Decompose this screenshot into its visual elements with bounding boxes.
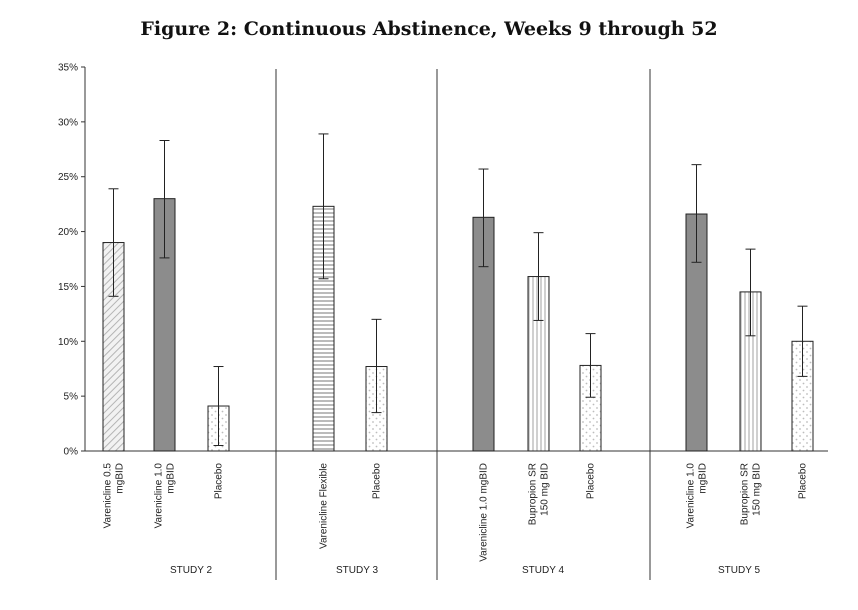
study-label: STUDY 3	[336, 565, 378, 576]
category-label: Bupropion SR	[740, 463, 751, 525]
y-tick-label: 0%	[64, 447, 79, 458]
category-label: Varenicline 1.0	[154, 463, 165, 529]
y-tick-label: 5%	[64, 392, 79, 403]
category-label: 150 mg BID	[540, 463, 551, 516]
category-label: Placebo	[372, 463, 383, 500]
category-label: Placebo	[214, 463, 225, 500]
category-label: 150 mg BID	[752, 463, 763, 516]
axes: 0% 5% 10% 15% 20% 25% 30% 35%	[58, 63, 828, 580]
category-label: Varenicline 0.5	[103, 463, 114, 529]
y-tick-label: 25%	[58, 172, 78, 183]
study-label: STUDY 5	[718, 565, 760, 576]
y-tick-label: 10%	[58, 337, 78, 348]
y-tick-label: 20%	[58, 227, 78, 238]
category-label: Placebo	[586, 463, 597, 500]
study-label: STUDY 4	[522, 565, 564, 576]
category-label: Bupropion SR	[528, 463, 539, 525]
y-tick-label: 35%	[58, 63, 78, 74]
category-label: Placebo	[798, 463, 809, 500]
chart-title: Figure 2: Continuous Abstinence, Weeks 9…	[140, 18, 718, 40]
category-label: mgBID	[115, 463, 126, 494]
study-label: STUDY 2	[170, 565, 212, 576]
y-tick-label: 15%	[58, 282, 78, 293]
y-tick-label: 30%	[58, 117, 78, 128]
category-label: Varenicline 1.0	[686, 463, 697, 529]
category-label: Varenicline Flexible	[319, 463, 330, 549]
category-label: Varenicline 1.0 mgBID	[479, 463, 490, 562]
category-label: mgBID	[166, 463, 177, 494]
category-label: mgBID	[698, 463, 709, 494]
